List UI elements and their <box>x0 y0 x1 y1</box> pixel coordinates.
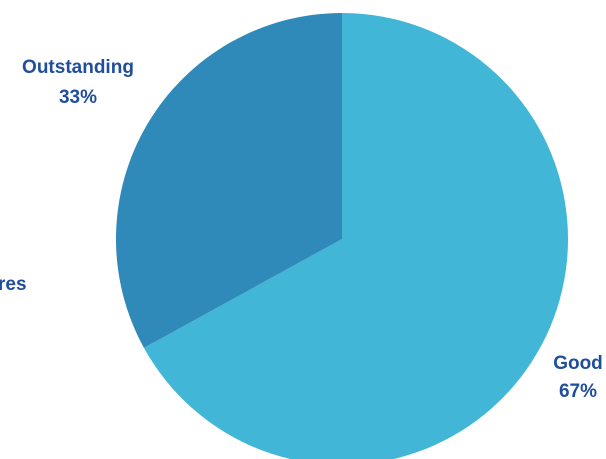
slice-label-cropped: res <box>0 274 27 295</box>
slice-label-outstanding: Outstanding <box>22 57 134 78</box>
pie-slice-good <box>143 13 568 459</box>
slice-value-good: 67% <box>559 381 597 402</box>
slice-label-good: Good <box>553 353 603 374</box>
slice-value-good-text: 67% <box>559 381 597 402</box>
slice-label-outstanding-name: Outstanding <box>22 57 134 78</box>
slice-label-good-name: Good <box>553 353 603 374</box>
pie-labels: Good 67% Outstanding 33% res <box>0 57 603 402</box>
pie-slices <box>115 12 568 459</box>
slice-value-outstanding-text: 33% <box>59 87 97 108</box>
pie-slice-outstanding <box>115 12 342 348</box>
slice-label-cropped-name: res <box>0 274 27 295</box>
slice-value-outstanding: 33% <box>59 87 97 108</box>
